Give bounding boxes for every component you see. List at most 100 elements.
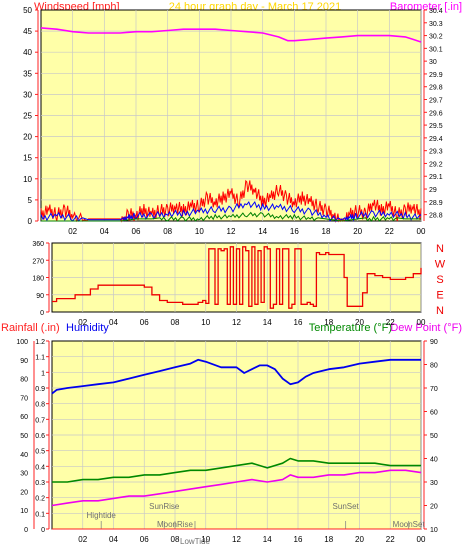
- humidity-y-tick-label: 100: [16, 339, 28, 346]
- rainfall-y-tick-label: 0.7: [35, 417, 45, 424]
- temperature-y-tick-label: 50: [430, 433, 438, 440]
- humidity-axis-title: Humidity: [66, 322, 109, 334]
- rainfall-y-tick-label: 1: [41, 370, 45, 377]
- temperature-y-tick-label: 10: [430, 527, 438, 534]
- rainfall-y-tick-label: 0.1: [35, 511, 45, 518]
- wind-y-tick-label: 30: [23, 90, 32, 99]
- barometer-y-tick-label: 29.5: [429, 123, 443, 130]
- wind-y-tick-label: 50: [23, 6, 32, 15]
- barometer-y-tick-label: 29.1: [429, 174, 443, 181]
- barometer-y-tick-label: 30.2: [429, 34, 443, 41]
- humidity-y-tick-label: 60: [20, 414, 28, 421]
- x-tick-label: 06: [140, 318, 149, 327]
- x-tick-label: 20: [355, 318, 364, 327]
- x-tick-label: 18: [322, 227, 331, 236]
- x-tick-label: 04: [109, 318, 118, 327]
- x-tick-label: 10: [201, 318, 210, 327]
- x-tick-label: 16: [294, 318, 303, 327]
- event-label: LowTide: [180, 537, 210, 546]
- x-tick-label: 10: [201, 535, 210, 544]
- x-tick-label: 18: [324, 535, 333, 544]
- humidity-y-tick-label: 80: [20, 377, 28, 384]
- compass-label: W: [435, 259, 446, 271]
- barometer-y-tick-label: 29.3: [429, 149, 443, 156]
- wind-y-tick-label: 20: [23, 133, 32, 142]
- x-tick-label: 00: [417, 318, 426, 327]
- x-tick-label: 02: [78, 535, 87, 544]
- x-tick-label: 22: [385, 227, 394, 236]
- barometer-y-tick-label: 30: [429, 59, 437, 66]
- temperature-y-tick-label: 90: [430, 339, 438, 346]
- wind-y-tick-label: 10: [23, 175, 32, 184]
- barometer-y-tick-label: 30.3: [429, 21, 443, 28]
- dewpoint-line: [51, 469, 422, 507]
- humidity-y-tick-label: 70: [20, 395, 28, 402]
- rainfall-y-tick-label: 1.1: [35, 355, 45, 362]
- wind-average-line: [40, 200, 422, 223]
- direction-y-tick-label: 0: [40, 310, 44, 317]
- wind-low-line: [41, 211, 421, 222]
- humidity-y-tick-label: 50: [20, 433, 28, 440]
- x-tick-label: 16: [294, 535, 303, 544]
- barometer-y-tick-label: 29.7: [429, 98, 443, 105]
- barometer-y-tick-label: 29: [429, 187, 437, 194]
- x-tick-label: 02: [78, 318, 87, 327]
- x-tick-label: 12: [232, 535, 241, 544]
- humidity-y-tick-label: 0: [24, 527, 28, 534]
- barometer-y-tick-label: 29.9: [429, 72, 443, 79]
- temperature-y-tick-label: 80: [430, 363, 438, 370]
- x-tick-label: 00: [417, 227, 426, 236]
- temperature-axis-title: Temperature (°F): [309, 322, 392, 334]
- direction-y-tick-label: 180: [32, 276, 44, 283]
- wind-y-tick-label: 0: [28, 217, 33, 226]
- barometer-y-tick-label: 28.8: [429, 213, 443, 220]
- humidity-y-tick-label: 10: [20, 508, 28, 515]
- event-label: MoonSet: [393, 520, 426, 529]
- rainfall-y-tick-label: 0.6: [35, 433, 45, 440]
- temperature-y-tick-label: 30: [430, 480, 438, 487]
- temperature-y-tick-label: 20: [430, 504, 438, 511]
- wind-direction-line: [52, 246, 422, 309]
- barometer-y-tick-label: 30.4: [429, 8, 443, 15]
- x-tick-label: 20: [355, 535, 364, 544]
- x-tick-label: 22: [386, 535, 395, 544]
- event-label: SunSet: [333, 502, 360, 511]
- rainfall-y-tick-label: 0.8: [35, 402, 45, 409]
- rainfall-y-tick-label: 0.5: [35, 449, 45, 456]
- event-label: Hightide: [87, 511, 117, 520]
- barometer-y-tick-label: 29.6: [429, 110, 443, 117]
- x-tick-label: 14: [263, 318, 272, 327]
- wind-y-tick-label: 45: [23, 27, 32, 36]
- temperature-line: [52, 457, 421, 483]
- wind-y-tick-label: 5: [28, 196, 33, 205]
- rainfall-y-tick-label: 1.2: [35, 339, 45, 346]
- wind-y-tick-label: 25: [23, 112, 32, 121]
- x-tick-label: 04: [109, 535, 118, 544]
- barometer-y-tick-label: 29.2: [429, 161, 443, 168]
- barometer-y-tick-label: 29.8: [429, 85, 443, 92]
- temperature-y-tick-label: 40: [430, 457, 438, 464]
- x-tick-label: 16: [290, 227, 299, 236]
- x-tick-label: 22: [386, 318, 395, 327]
- humidity-y-tick-label: 30: [20, 471, 28, 478]
- barometer-y-tick-label: 29.4: [429, 136, 443, 143]
- direction-y-tick-label: 90: [36, 293, 44, 300]
- x-tick-label: 04: [100, 227, 109, 236]
- rainfall-axis-title: Rainfall (.in): [1, 322, 60, 334]
- compass-label: S: [436, 274, 443, 286]
- x-tick-label: 06: [132, 227, 141, 236]
- x-tick-label: 14: [258, 227, 267, 236]
- x-tick-label: 08: [171, 318, 180, 327]
- rainfall-y-tick-label: 0: [41, 527, 45, 534]
- compass-label: N: [436, 243, 444, 255]
- compass-label: E: [436, 290, 443, 302]
- x-tick-label: 18: [324, 318, 333, 327]
- barometer-y-tick-label: 30.1: [429, 46, 443, 53]
- x-tick-label: 14: [263, 535, 272, 544]
- wind-y-tick-label: 15: [23, 154, 32, 163]
- compass-label: N: [436, 305, 444, 317]
- temperature-y-tick-label: 70: [430, 386, 438, 393]
- barometer-line: [40, 27, 422, 43]
- wind-y-tick-label: 40: [23, 48, 32, 57]
